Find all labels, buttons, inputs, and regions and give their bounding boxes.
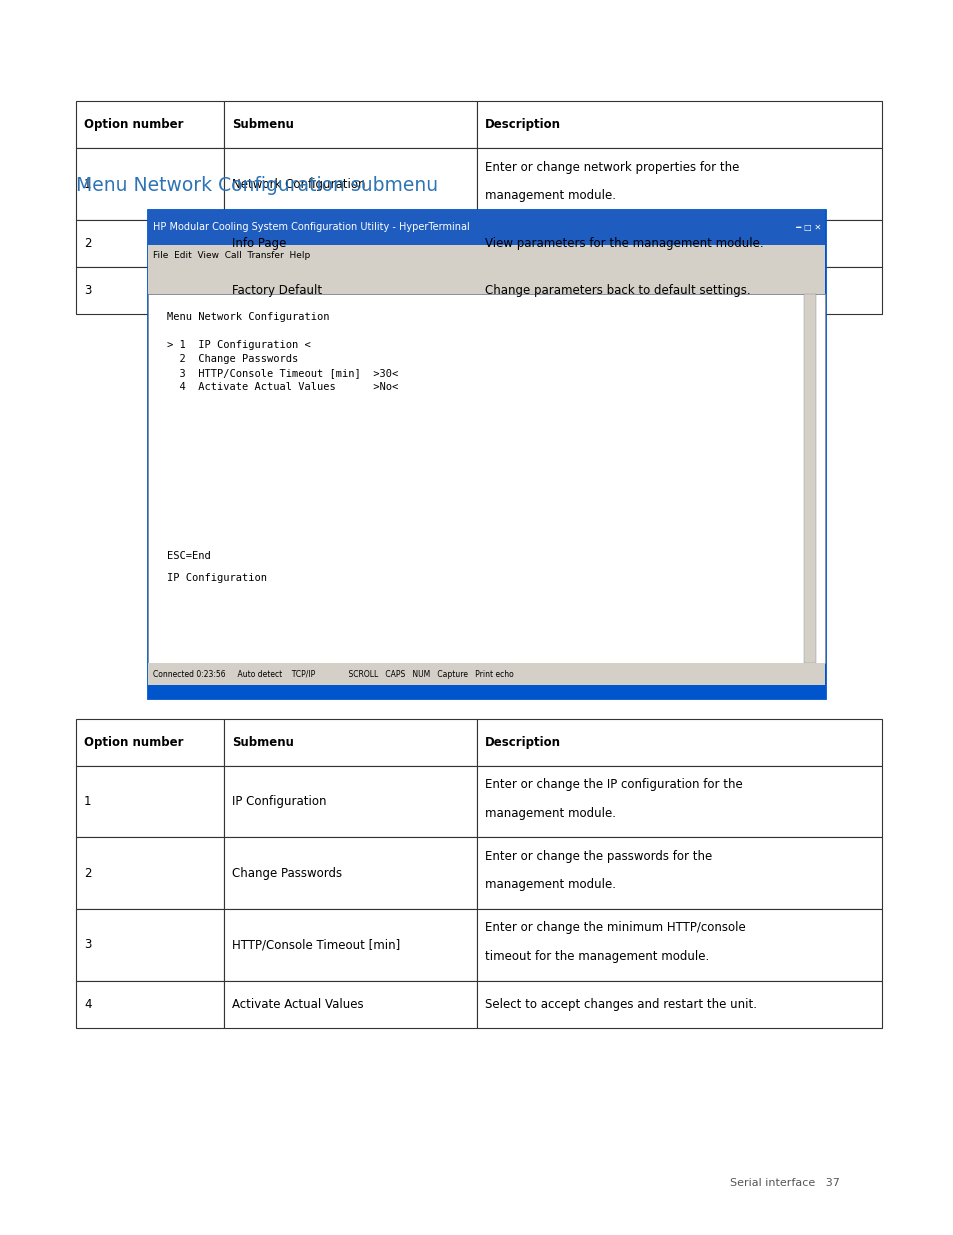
Bar bbox=[224, 837, 476, 909]
Bar bbox=[476, 981, 882, 1028]
Text: management module.: management module. bbox=[484, 806, 615, 820]
Bar bbox=[148, 210, 824, 245]
Text: Enter or change the passwords for the: Enter or change the passwords for the bbox=[484, 850, 711, 863]
Bar bbox=[148, 663, 824, 685]
Bar bbox=[224, 148, 476, 220]
Bar bbox=[76, 981, 224, 1028]
Bar bbox=[224, 220, 476, 267]
Bar bbox=[224, 909, 476, 981]
Text: 3: 3 bbox=[84, 939, 91, 951]
Bar bbox=[476, 220, 882, 267]
Text: Connected 0:23:56     Auto detect    TCP/IP              SCROLL   CAPS   NUM   C: Connected 0:23:56 Auto detect TCP/IP SCR… bbox=[152, 669, 513, 679]
Bar bbox=[148, 210, 824, 698]
Text: HTTP/Console Timeout [min]: HTTP/Console Timeout [min] bbox=[232, 939, 399, 951]
Bar bbox=[76, 148, 224, 220]
Bar bbox=[76, 766, 224, 837]
Bar bbox=[148, 267, 824, 294]
Bar bbox=[476, 719, 882, 766]
Bar bbox=[476, 148, 882, 220]
Text: Enter or change network properties for the: Enter or change network properties for t… bbox=[484, 161, 739, 174]
Text: File  Edit  View  Call  Transfer  Help: File Edit View Call Transfer Help bbox=[152, 251, 310, 261]
Text: HP Modular Cooling System Configuration Utility - HyperTerminal: HP Modular Cooling System Configuration … bbox=[152, 222, 469, 232]
Text: Change Passwords: Change Passwords bbox=[232, 867, 341, 879]
Text: Submenu: Submenu bbox=[232, 119, 294, 131]
Bar bbox=[148, 294, 824, 663]
Text: management module.: management module. bbox=[484, 878, 615, 892]
Bar bbox=[76, 101, 224, 148]
Text: Submenu: Submenu bbox=[232, 736, 294, 748]
Bar bbox=[76, 267, 224, 314]
Text: Option number: Option number bbox=[84, 736, 183, 748]
Text: Option number: Option number bbox=[84, 119, 183, 131]
Bar bbox=[76, 719, 224, 766]
Text: Description: Description bbox=[484, 119, 560, 131]
Text: Enter or change the minimum HTTP/console: Enter or change the minimum HTTP/console bbox=[484, 921, 744, 935]
Text: Serial interface   37: Serial interface 37 bbox=[729, 1178, 839, 1188]
Bar bbox=[76, 220, 224, 267]
Bar bbox=[224, 981, 476, 1028]
Text: ━ □ ✕: ━ □ ✕ bbox=[790, 222, 821, 232]
Text: IP Configuration: IP Configuration bbox=[167, 573, 267, 583]
Text: Menu Network Configuration

> 1  IP Configuration <
  2  Change Passwords
  3  H: Menu Network Configuration > 1 IP Config… bbox=[167, 312, 397, 393]
Bar bbox=[224, 101, 476, 148]
Text: management module.: management module. bbox=[484, 189, 615, 203]
Text: Change parameters back to default settings.: Change parameters back to default settin… bbox=[484, 284, 749, 296]
Text: ESC=End: ESC=End bbox=[167, 551, 211, 561]
Text: Factory Default: Factory Default bbox=[232, 284, 321, 296]
Bar bbox=[803, 294, 815, 663]
Text: Menu Network Configuration submenu: Menu Network Configuration submenu bbox=[76, 177, 438, 195]
Bar bbox=[148, 245, 824, 267]
Text: 2: 2 bbox=[84, 237, 91, 249]
Text: 2: 2 bbox=[84, 867, 91, 879]
Bar bbox=[476, 837, 882, 909]
Text: timeout for the management module.: timeout for the management module. bbox=[484, 950, 708, 963]
Text: Activate Actual Values: Activate Actual Values bbox=[232, 998, 363, 1010]
Bar bbox=[476, 267, 882, 314]
Bar bbox=[224, 267, 476, 314]
Text: Description: Description bbox=[484, 736, 560, 748]
Bar bbox=[76, 909, 224, 981]
Bar bbox=[76, 837, 224, 909]
Bar bbox=[224, 719, 476, 766]
Bar bbox=[476, 101, 882, 148]
Bar bbox=[476, 909, 882, 981]
Text: 1: 1 bbox=[84, 795, 91, 808]
Text: View parameters for the management module.: View parameters for the management modul… bbox=[484, 237, 762, 249]
Text: Select to accept changes and restart the unit.: Select to accept changes and restart the… bbox=[484, 998, 756, 1010]
Text: 1: 1 bbox=[84, 178, 91, 190]
Bar bbox=[476, 766, 882, 837]
Bar bbox=[224, 766, 476, 837]
Text: Enter or change the IP configuration for the: Enter or change the IP configuration for… bbox=[484, 778, 741, 792]
Text: 3: 3 bbox=[84, 284, 91, 296]
Text: 4: 4 bbox=[84, 998, 91, 1010]
Text: Network Configuration: Network Configuration bbox=[232, 178, 365, 190]
Text: IP Configuration: IP Configuration bbox=[232, 795, 326, 808]
Text: Info Page: Info Page bbox=[232, 237, 286, 249]
